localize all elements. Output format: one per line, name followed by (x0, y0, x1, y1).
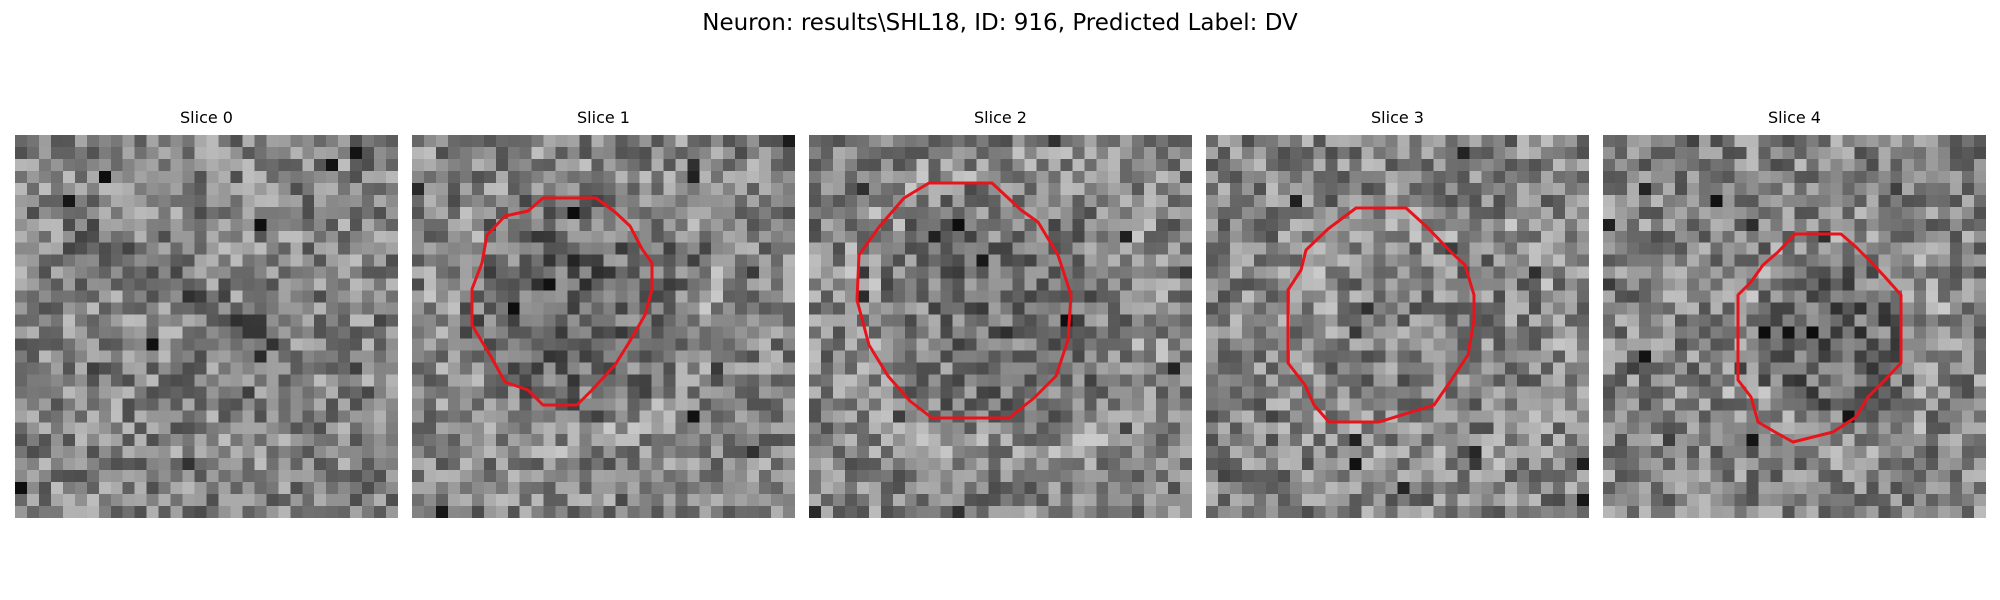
slice-image (1206, 135, 1589, 518)
slice-title: Slice 3 (1371, 108, 1424, 127)
slice-panel-1: Slice 1 (412, 108, 795, 520)
slice-title: Slice 0 (180, 108, 233, 127)
roi-contour (855, 181, 1073, 420)
slice-title: Slice 2 (974, 108, 1027, 127)
slice-title: Slice 4 (1768, 108, 1821, 127)
roi-contour (470, 196, 654, 407)
slice-image (15, 135, 398, 518)
slice-panel-4: Slice 4 (1603, 108, 1986, 520)
slice-image (412, 135, 795, 518)
slice-image (1603, 135, 1986, 518)
roi-contour (1736, 232, 1903, 444)
slice-panel-3: Slice 3 (1206, 108, 1589, 520)
slice-panel-2: Slice 2 (809, 108, 1192, 520)
slice-panel-0: Slice 0 (15, 108, 398, 520)
slice-title: Slice 1 (577, 108, 630, 127)
figure-title: Neuron: results\SHL18, ID: 916, Predicte… (702, 10, 1298, 36)
slice-image (809, 135, 1192, 518)
roi-contour (1286, 206, 1476, 424)
